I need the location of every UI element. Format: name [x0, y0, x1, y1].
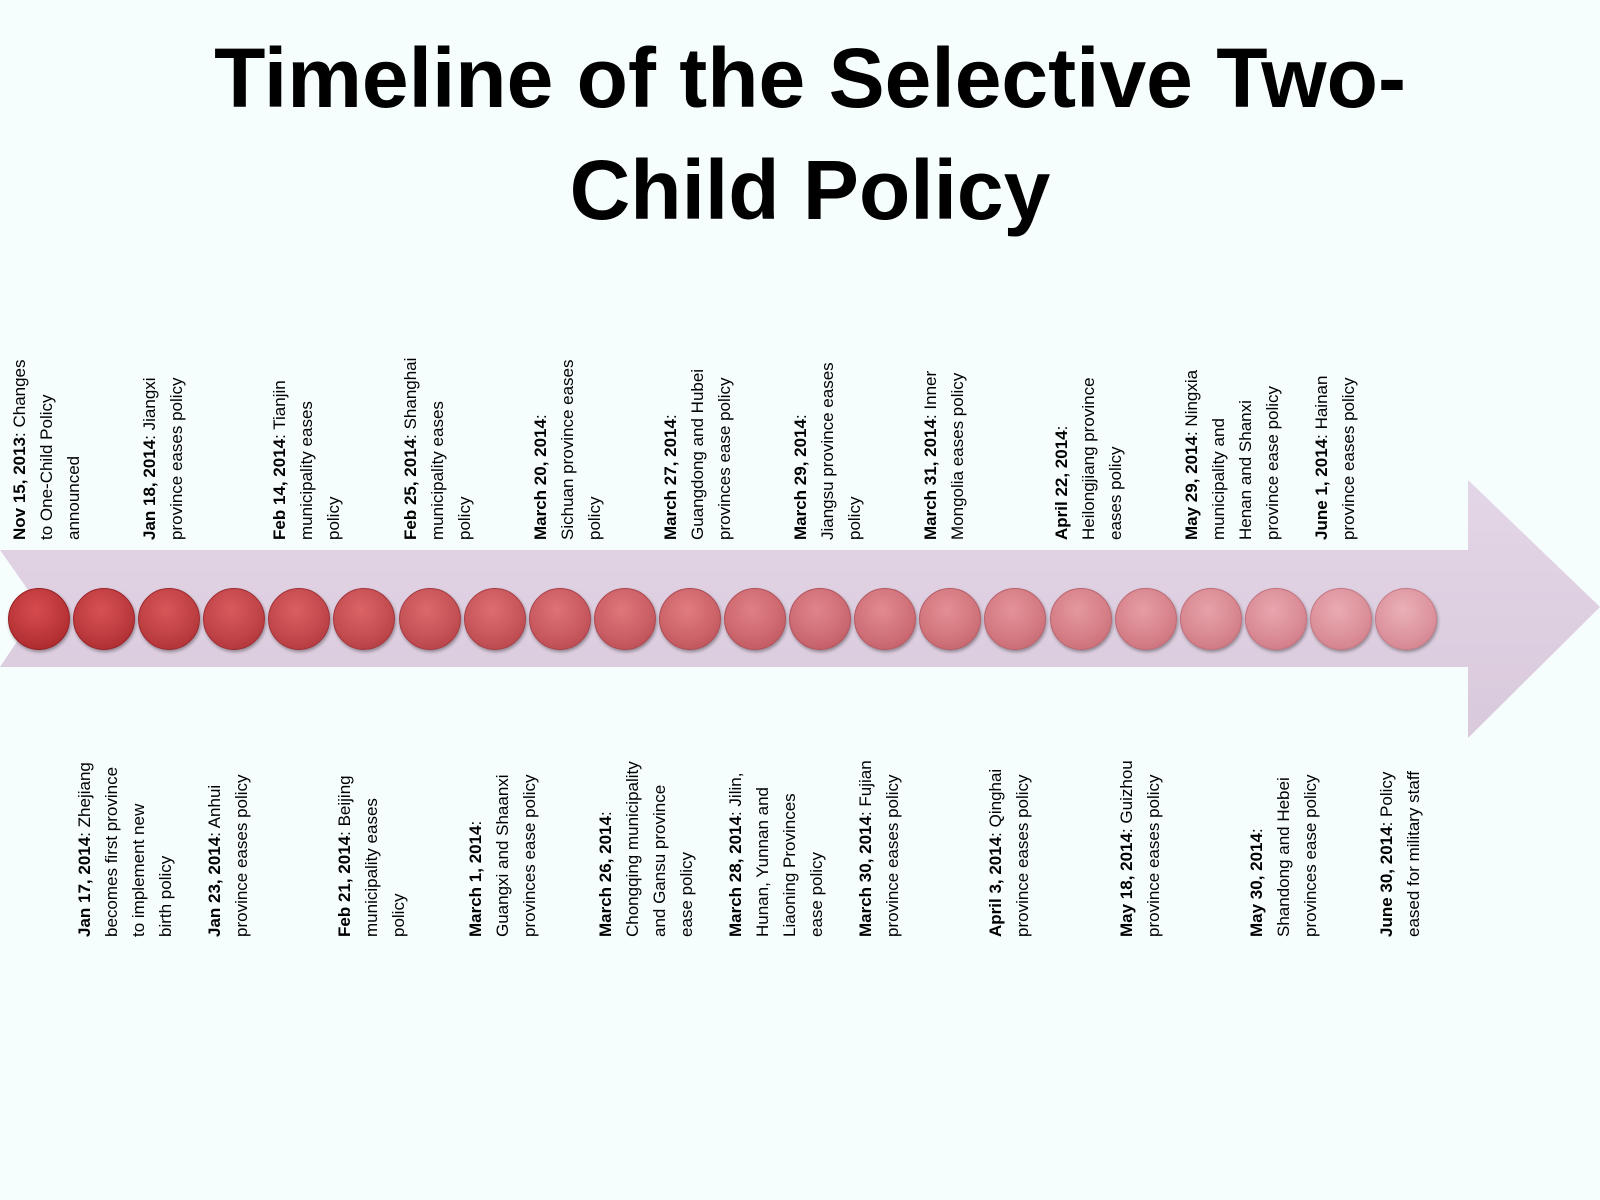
timeline-event-label: March 29, 2014: Jiangsu province eases p… — [787, 362, 868, 540]
timeline-dot — [528, 588, 591, 650]
event-date: March 26, 2014 — [595, 816, 615, 937]
event-date: Feb 14, 2014 — [270, 438, 290, 540]
event-date: April 22, 2014 — [1051, 430, 1071, 540]
timeline-dot — [1049, 588, 1112, 650]
timeline-dot — [138, 588, 201, 650]
timeline-event-label: Nov 15, 2013: Changes to One-Child Polic… — [6, 359, 87, 540]
event-date: Jan 17, 2014 — [75, 836, 95, 937]
timeline-dot — [463, 588, 526, 650]
event-date: June 1, 2014 — [1311, 438, 1331, 540]
event-date: March 31, 2014 — [921, 419, 941, 540]
timeline-dot — [724, 588, 787, 650]
timeline-event-label: May 29, 2014: Ningxia municipality and H… — [1178, 370, 1286, 540]
timeline-event-label: March 20, 2014: Sichuan province eases p… — [527, 359, 608, 540]
timeline-event-label: Feb 25, 2014: Shanghai municipality ease… — [397, 358, 478, 540]
event-date: March 27, 2014 — [660, 419, 680, 540]
timeline-dot — [398, 588, 461, 650]
event-date: May 18, 2014 — [1116, 833, 1136, 937]
event-date: Jan 23, 2014 — [205, 836, 225, 937]
timeline-event-label: Jan 17, 2014: Zhejiang becomes first pro… — [71, 762, 179, 937]
timeline-event-label: Jan 23, 2014: Anhui province eases polic… — [201, 774, 255, 937]
timeline-event-label: March 26, 2014: Chongqing municipality a… — [592, 761, 700, 937]
page-title: Timeline of the Selective Two-Child Poli… — [214, 31, 1406, 237]
timeline-dot — [1244, 588, 1307, 650]
timeline-dot — [593, 588, 656, 650]
timeline-event-label: March 30, 2014: Fujian province eases po… — [852, 760, 906, 937]
timeline-event-label: March 31, 2014: Inner Mongolia eases pol… — [917, 371, 971, 540]
timeline-dot — [1309, 588, 1372, 650]
event-date: March 1, 2014 — [465, 825, 485, 937]
event-date: Nov 15, 2013 — [10, 436, 29, 540]
timeline-event-label: March 1, 2014: Guangxi and Shaanxi provi… — [462, 774, 543, 937]
event-date: April 3, 2014 — [986, 836, 1006, 937]
event-date: March 28, 2014 — [726, 816, 746, 937]
timeline-event-label: June 30, 2014: Policy eased for military… — [1373, 771, 1427, 937]
timeline-event-label: June 1, 2014: Hainan province eases poli… — [1308, 376, 1362, 540]
timeline-dot — [658, 588, 721, 650]
timeline-event-label: Feb 21, 2014: Beijing municipality eases… — [331, 775, 412, 937]
timeline-dot — [1179, 588, 1242, 650]
timeline-event-label: Jan 18, 2014: Jiangxi province eases pol… — [136, 377, 190, 540]
event-date: March 30, 2014 — [856, 816, 876, 937]
timeline-dot — [203, 588, 266, 650]
timeline-dot — [268, 588, 331, 650]
event-date: Feb 21, 2014 — [335, 835, 355, 937]
timeline-dot — [1114, 588, 1177, 650]
timeline-event-label: April 22, 2014: Heilongjiang province ea… — [1048, 377, 1129, 540]
timeline-dot — [333, 588, 396, 650]
timeline-event-label: March 28, 2014: Jilin, Hunan, Yunnan and… — [722, 773, 830, 937]
event-date: March 20, 2014 — [530, 419, 550, 540]
timeline-event-label: Feb 14, 2014: Tianjin municipality eases… — [266, 380, 347, 540]
event-date: May 30, 2014 — [1246, 833, 1266, 937]
timeline-dot — [1375, 588, 1437, 650]
timeline-event-label: May 30, 2014: Shandong and Hebei provinc… — [1243, 774, 1324, 937]
timeline-dot — [984, 588, 1047, 650]
timeline-dot — [73, 588, 136, 650]
timeline-dot — [789, 588, 852, 650]
timeline-event-label: March 27, 2014: Guangdong and Hubei prov… — [657, 369, 738, 540]
timeline-event-label: May 18, 2014: Guizhou province eases pol… — [1113, 760, 1167, 937]
event-date: Feb 25, 2014 — [400, 438, 420, 540]
event-date: Jan 18, 2014 — [140, 439, 160, 540]
timeline-event-label: April 3, 2014: Qinghai province eases po… — [982, 769, 1036, 937]
event-date: June 30, 2014 — [1377, 826, 1396, 937]
event-date: May 29, 2014 — [1181, 436, 1201, 540]
event-date: March 29, 2014 — [791, 419, 811, 540]
timeline-dot — [854, 588, 917, 650]
timeline-dot — [8, 588, 70, 650]
timeline-dot — [919, 588, 982, 650]
